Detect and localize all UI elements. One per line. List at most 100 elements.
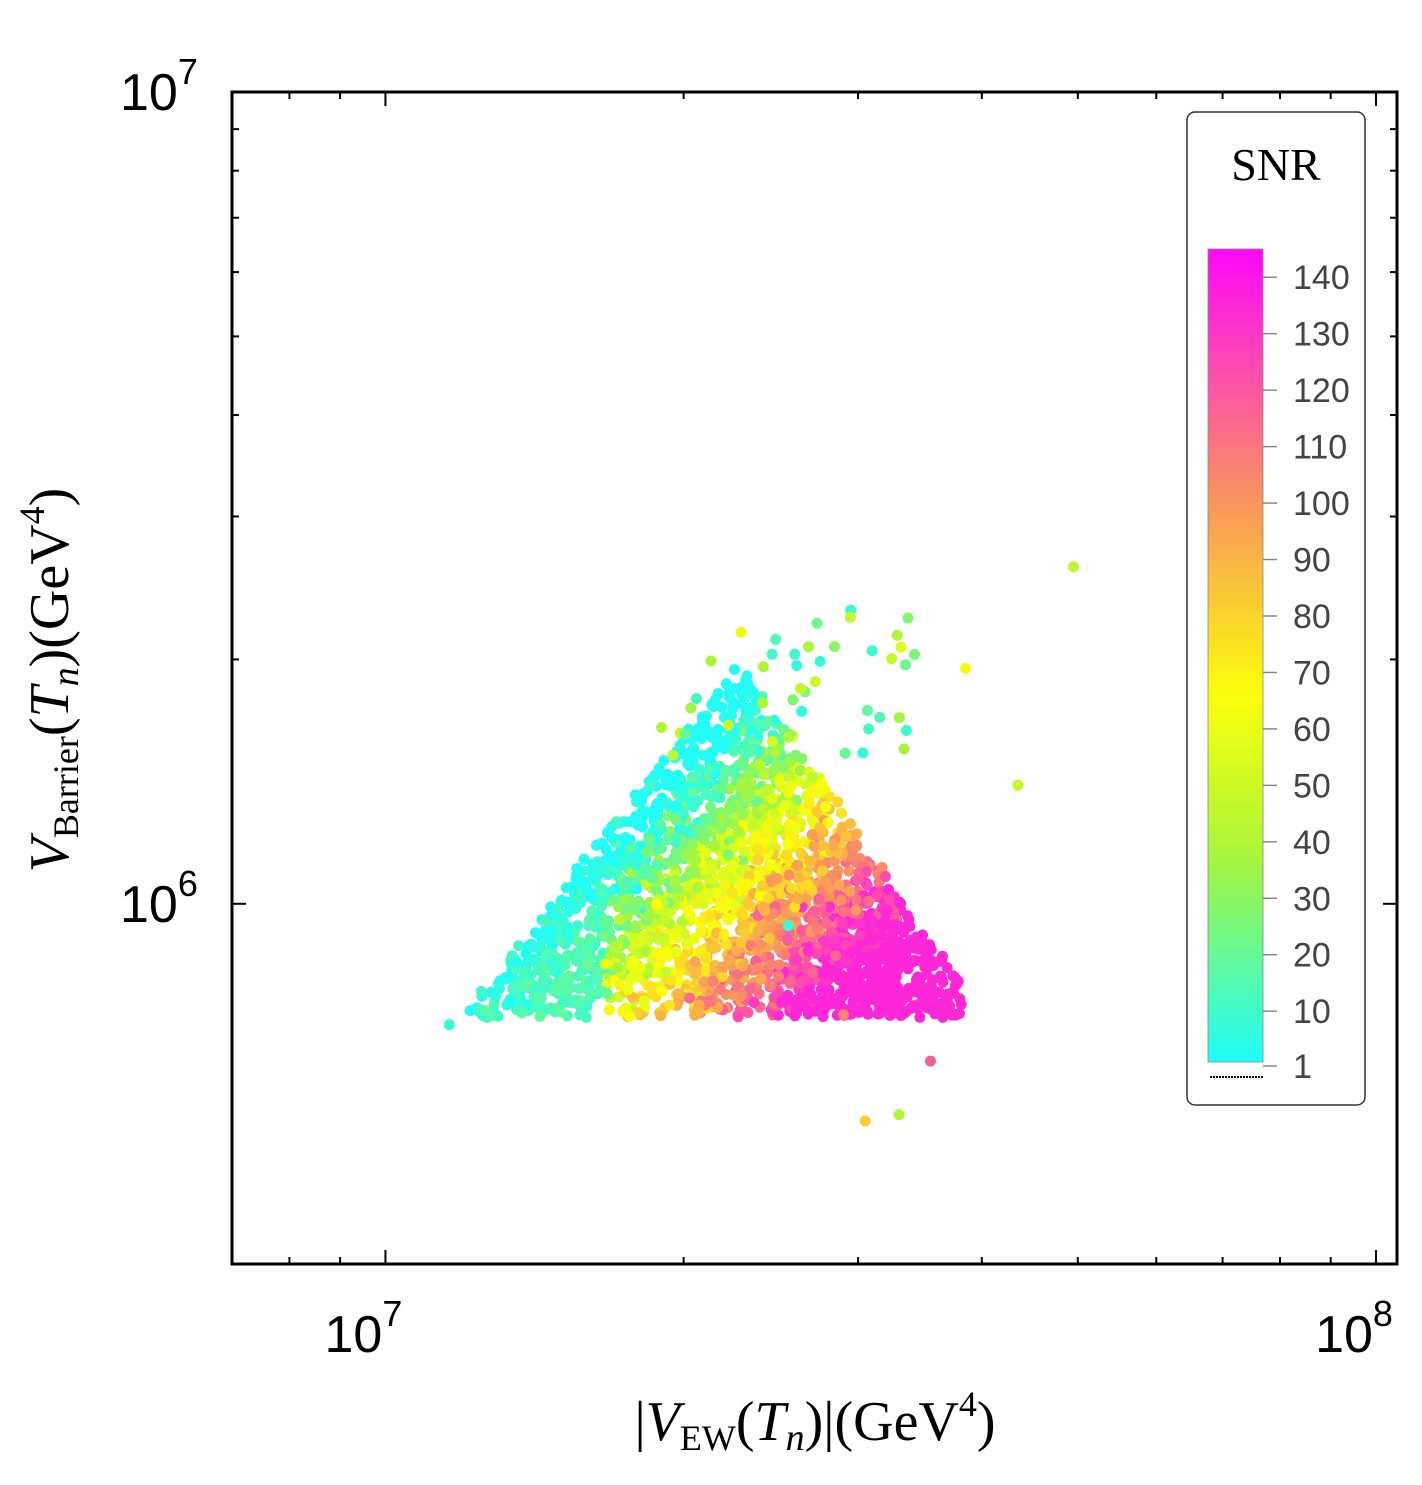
data-point bbox=[525, 969, 537, 981]
data-point bbox=[902, 612, 914, 624]
data-point bbox=[757, 803, 769, 815]
data-point bbox=[914, 984, 926, 996]
data-point bbox=[573, 876, 585, 888]
data-point bbox=[546, 958, 558, 970]
data-point bbox=[870, 967, 882, 979]
data-point bbox=[670, 814, 682, 826]
data-point bbox=[672, 988, 684, 1000]
data-point bbox=[688, 743, 700, 755]
data-point bbox=[817, 865, 829, 877]
data-point bbox=[729, 683, 741, 694]
data-point bbox=[651, 899, 663, 911]
data-point bbox=[753, 745, 765, 757]
data-point bbox=[517, 1005, 528, 1017]
data-point bbox=[752, 854, 764, 866]
data-point bbox=[802, 945, 814, 957]
data-point bbox=[614, 979, 625, 991]
data-point bbox=[770, 633, 782, 645]
y-axis-label: VBarrier(Tn)(GeV4) bbox=[12, 488, 87, 873]
data-point bbox=[600, 844, 612, 856]
data-point bbox=[692, 882, 704, 893]
data-point bbox=[721, 912, 733, 924]
data-point bbox=[799, 999, 811, 1011]
data-point bbox=[728, 764, 740, 776]
data-point bbox=[646, 988, 658, 1000]
data-point bbox=[747, 820, 759, 832]
data-point bbox=[574, 946, 586, 957]
data-point bbox=[591, 856, 603, 868]
data-point bbox=[572, 920, 584, 932]
data-point bbox=[845, 946, 857, 958]
data-point bbox=[621, 902, 632, 914]
data-point bbox=[673, 892, 685, 904]
data-point bbox=[878, 919, 890, 931]
data-point bbox=[727, 860, 739, 872]
data-point bbox=[731, 968, 743, 980]
colorbar-tick-label: 100 bbox=[1293, 485, 1350, 523]
data-point bbox=[596, 900, 608, 912]
data-point bbox=[720, 938, 732, 950]
data-point bbox=[809, 676, 821, 688]
data-point bbox=[736, 907, 748, 919]
data-point bbox=[680, 728, 692, 740]
data-point bbox=[665, 974, 677, 986]
data-point bbox=[844, 885, 856, 897]
data-point bbox=[782, 731, 794, 743]
data-point bbox=[938, 1008, 949, 1020]
data-point bbox=[505, 997, 517, 1009]
data-point bbox=[883, 892, 895, 904]
data-point bbox=[609, 894, 621, 906]
data-point bbox=[644, 779, 656, 791]
data-point bbox=[699, 967, 711, 979]
data-point bbox=[811, 617, 823, 629]
data-point bbox=[863, 895, 875, 907]
data-point bbox=[689, 956, 701, 968]
data-point bbox=[612, 961, 624, 973]
data-point bbox=[778, 761, 790, 773]
data-point bbox=[718, 929, 730, 941]
data-point bbox=[895, 641, 907, 653]
data-point bbox=[637, 821, 648, 833]
data-point bbox=[630, 860, 642, 871]
data-point bbox=[752, 843, 764, 855]
data-point bbox=[915, 931, 927, 943]
data-point bbox=[843, 865, 855, 877]
data-point bbox=[791, 838, 803, 850]
data-point bbox=[864, 958, 876, 970]
data-point bbox=[583, 946, 595, 958]
data-point bbox=[757, 901, 769, 913]
data-point bbox=[794, 765, 806, 777]
data-point bbox=[849, 969, 861, 981]
data-point bbox=[603, 915, 615, 927]
colorbar-tick-label: 70 bbox=[1293, 654, 1331, 692]
data-point bbox=[1068, 561, 1079, 573]
data-point bbox=[928, 996, 940, 1008]
data-point bbox=[866, 932, 878, 944]
data-point bbox=[773, 929, 785, 940]
data-point bbox=[682, 758, 694, 769]
data-point bbox=[841, 974, 853, 986]
data-point bbox=[529, 954, 541, 966]
data-point bbox=[891, 629, 903, 641]
data-point bbox=[762, 716, 774, 727]
data-point bbox=[830, 950, 842, 962]
data-point bbox=[622, 984, 634, 996]
data-point bbox=[681, 826, 692, 837]
data-point bbox=[693, 824, 705, 835]
data-point bbox=[848, 986, 860, 998]
data-point bbox=[702, 888, 714, 900]
data-point bbox=[744, 983, 756, 995]
data-point bbox=[737, 960, 749, 972]
data-point bbox=[751, 796, 763, 808]
data-point bbox=[608, 942, 620, 954]
data-point bbox=[672, 883, 684, 895]
data-point bbox=[685, 702, 697, 714]
data-point bbox=[656, 792, 668, 804]
data-point bbox=[736, 989, 748, 1001]
data-point bbox=[921, 968, 933, 980]
data-point bbox=[722, 719, 734, 731]
colorbar-title: SNR bbox=[1231, 139, 1321, 190]
data-point bbox=[772, 821, 784, 833]
data-point bbox=[723, 954, 735, 966]
